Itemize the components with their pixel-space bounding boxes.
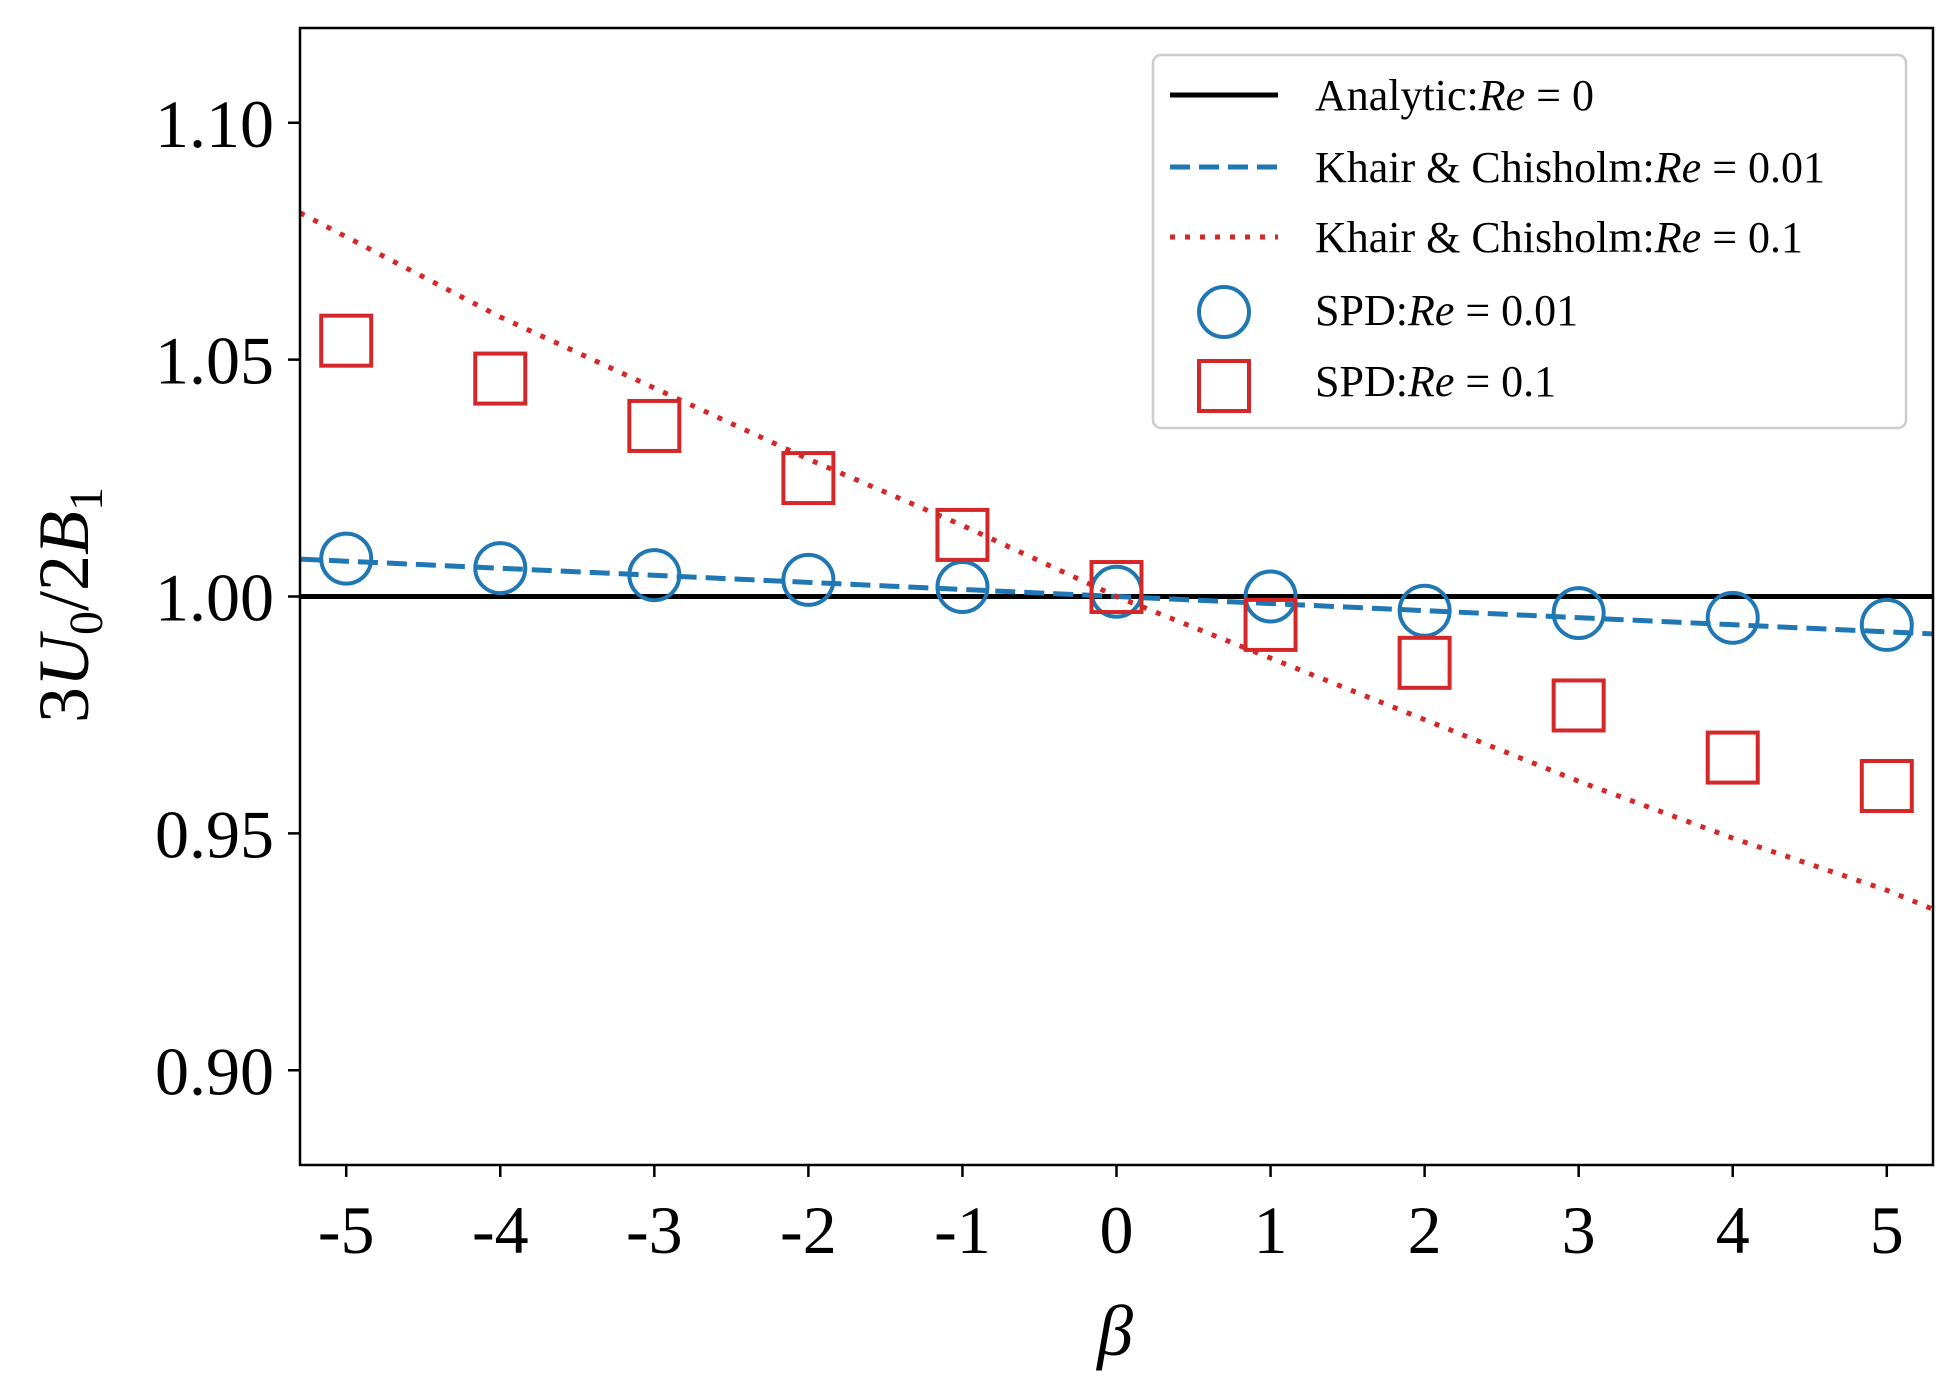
legend-label-spd-01: SPD:Re = 0.1 xyxy=(1315,357,1556,406)
data-point-square xyxy=(627,398,682,453)
x-tick-label: -4 xyxy=(472,1192,529,1268)
data-point-circle xyxy=(319,531,374,586)
y-tick-label: 1.10 xyxy=(155,86,274,162)
y-axis-title-u: U xyxy=(24,631,104,687)
y-axis-title-b-sub: 1 xyxy=(60,487,113,511)
y-tick-label: 0.90 xyxy=(155,1033,274,1109)
data-point-square xyxy=(1089,560,1144,615)
y-axis: 0.90 0.95 1.00 1.05 1.10 xyxy=(155,86,300,1109)
data-point-circle xyxy=(1551,586,1606,641)
legend-label-khair-01: Khair & Chisholm:Re = 0.1 xyxy=(1315,213,1803,262)
data-point-circle xyxy=(473,541,528,596)
data-point-circle xyxy=(1243,569,1298,624)
series-4 xyxy=(319,313,1914,813)
x-axis-title: β xyxy=(1095,1291,1133,1371)
legend-label-khair-001: Khair & Chisholm:Re = 0.01 xyxy=(1315,143,1825,192)
x-tick-label: -2 xyxy=(780,1192,837,1268)
x-tick-label: -1 xyxy=(934,1192,991,1268)
y-axis-title-lead: 3 xyxy=(24,687,104,723)
data-point-square xyxy=(319,313,374,368)
data-point-square xyxy=(473,351,528,406)
data-point-square xyxy=(1397,635,1452,690)
series-2 xyxy=(298,210,1934,912)
legend-marker-spd-01 xyxy=(1197,359,1251,413)
x-tick-label: 3 xyxy=(1562,1192,1596,1268)
x-tick-label: -3 xyxy=(626,1192,683,1268)
series-line xyxy=(298,210,1934,912)
data-point-square xyxy=(1551,678,1606,733)
x-axis: -5 -4 -3 -2 -1 0 1 2 3 4 5 xyxy=(318,1165,1904,1268)
legend-label-spd-001: SPD:Re = 0.01 xyxy=(1315,286,1578,335)
data-point-square xyxy=(1705,730,1760,785)
data-point-square xyxy=(781,451,836,506)
data-point-circle xyxy=(781,552,836,607)
x-tick-label: 5 xyxy=(1870,1192,1904,1268)
data-point-circle xyxy=(1705,590,1760,645)
y-axis-title-u-sub: 0 xyxy=(60,611,113,635)
data-point-circle xyxy=(1397,583,1452,638)
y-tick-label: 1.05 xyxy=(155,323,274,399)
y-tick-label: 1.00 xyxy=(155,560,274,636)
y-axis-title-b: B xyxy=(24,511,104,555)
data-point-circle xyxy=(935,560,990,615)
series-layer xyxy=(298,210,1934,912)
data-point-circle xyxy=(627,548,682,603)
y-tick-label: 0.95 xyxy=(155,796,274,872)
data-point-square xyxy=(935,507,990,562)
data-point-square xyxy=(1243,597,1298,652)
y-axis-title-mid: /2 xyxy=(24,555,104,611)
legend-label-analytic: Analytic:Re = 0 xyxy=(1315,71,1594,120)
legend-box xyxy=(1151,53,1908,430)
x-tick-label: 1 xyxy=(1254,1192,1288,1268)
series-3 xyxy=(319,531,1914,652)
legend: Analytic:Re = 0 Khair & Chisholm:Re = 0.… xyxy=(1151,53,1908,430)
x-tick-label: 2 xyxy=(1408,1192,1442,1268)
x-tick-label: -5 xyxy=(318,1192,375,1268)
legend-marker-spd-001 xyxy=(1197,285,1251,339)
data-point-square xyxy=(1859,759,1914,813)
x-tick-label: 0 xyxy=(1100,1192,1134,1268)
data-point-circle xyxy=(1859,597,1914,652)
y-axis-title: 3U0/2B1 xyxy=(24,487,113,723)
x-tick-label: 4 xyxy=(1716,1192,1750,1268)
